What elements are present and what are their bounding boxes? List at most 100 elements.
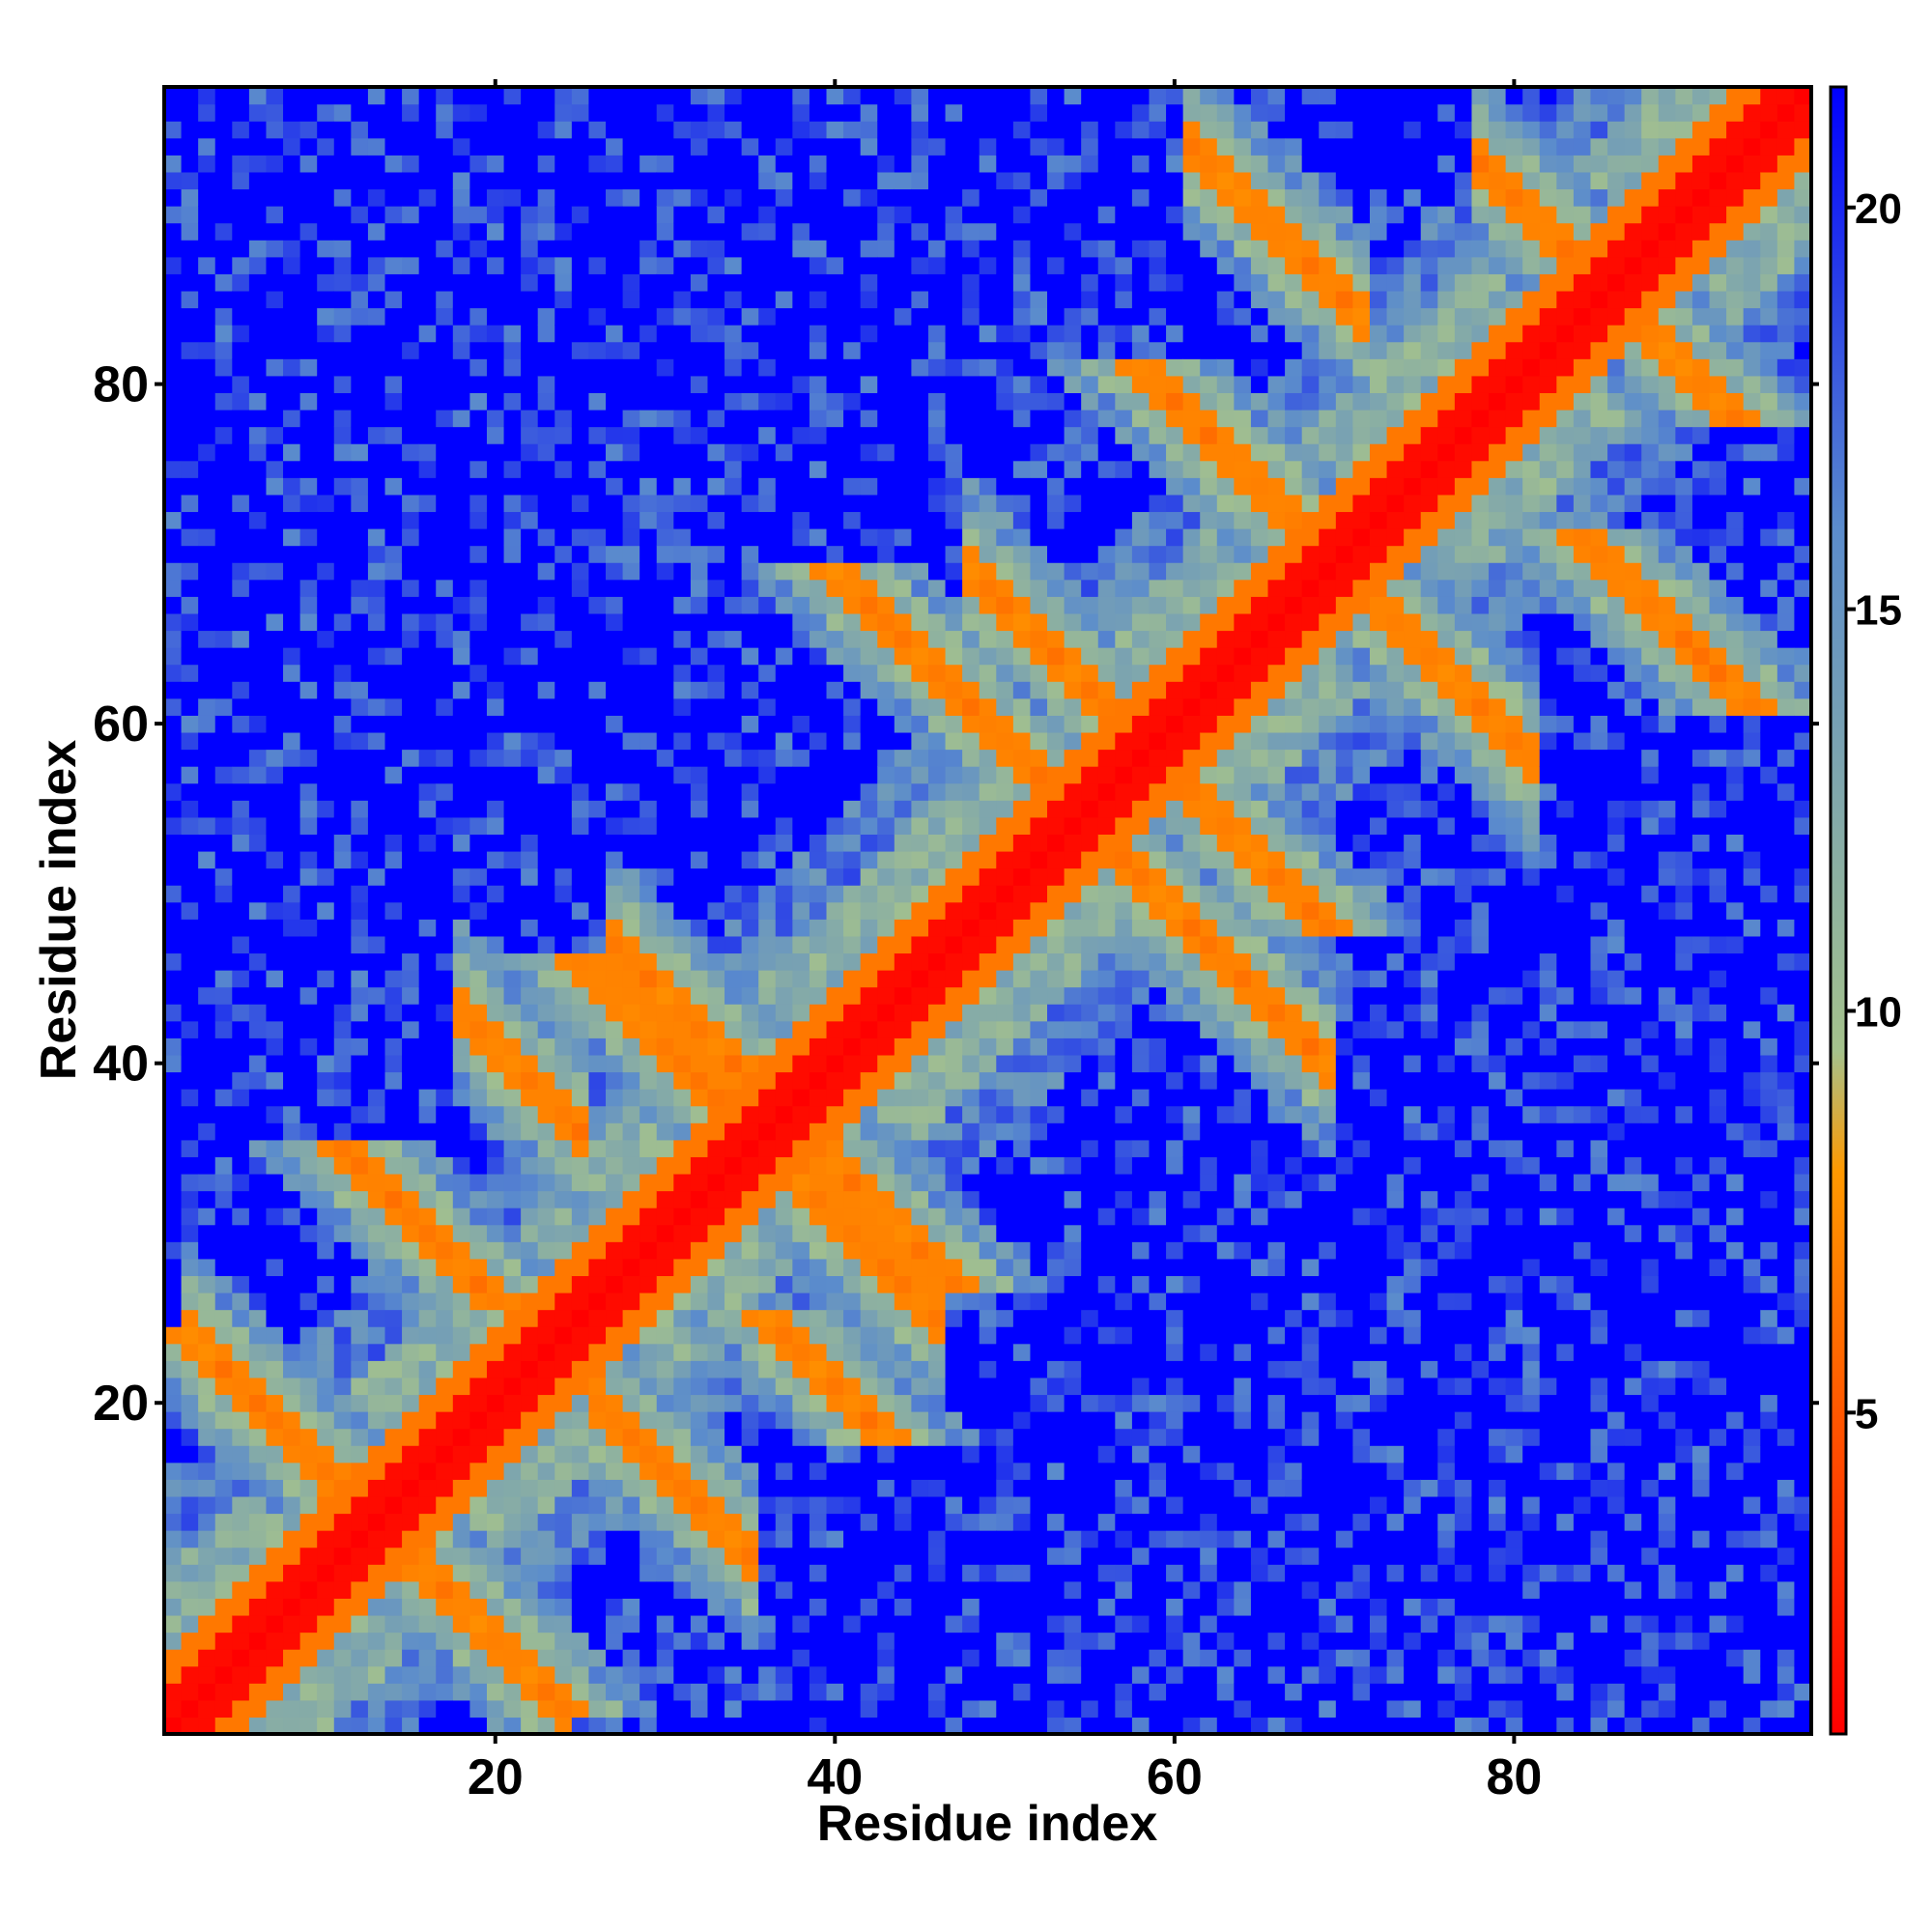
heatmap-cell bbox=[486, 1513, 505, 1531]
heatmap-cell bbox=[317, 850, 335, 869]
heatmap-cell bbox=[232, 1495, 250, 1515]
heatmap-cell bbox=[996, 1208, 1014, 1226]
heatmap-cell bbox=[639, 562, 658, 581]
heatmap-cell bbox=[826, 477, 844, 496]
heatmap-cell bbox=[588, 1479, 607, 1497]
heatmap-cell bbox=[741, 1683, 759, 1701]
heatmap-cell bbox=[214, 1020, 233, 1038]
heatmap-cell bbox=[877, 766, 895, 784]
heatmap-cell bbox=[537, 1699, 555, 1719]
heatmap-cell bbox=[673, 885, 692, 903]
heatmap-cell bbox=[402, 596, 420, 614]
heatmap-cell bbox=[469, 137, 488, 156]
heatmap-cell bbox=[1012, 1360, 1032, 1378]
heatmap-cell bbox=[996, 1632, 1014, 1650]
heatmap-cell bbox=[181, 256, 199, 274]
heatmap-cell bbox=[333, 1275, 352, 1293]
heatmap-cell bbox=[945, 1665, 963, 1684]
heatmap-cell bbox=[299, 443, 318, 462]
heatmap-cell bbox=[860, 103, 878, 122]
heatmap-cell bbox=[198, 1614, 216, 1634]
heatmap-cell bbox=[402, 375, 420, 393]
heatmap-cell bbox=[452, 1122, 470, 1141]
heatmap-cell bbox=[673, 256, 692, 274]
heatmap-cell bbox=[384, 1105, 403, 1123]
heatmap-cell bbox=[333, 647, 352, 666]
heatmap-cell bbox=[826, 1564, 844, 1582]
heatmap-cell bbox=[690, 834, 709, 852]
heatmap-cell bbox=[741, 1513, 759, 1531]
heatmap-cell bbox=[232, 1530, 250, 1548]
heatmap-cell bbox=[283, 341, 301, 359]
heatmap-cell bbox=[198, 511, 216, 529]
heatmap-cell bbox=[452, 307, 470, 326]
heatmap-cell bbox=[758, 850, 777, 869]
heatmap-cell bbox=[351, 1071, 369, 1090]
heatmap-cell bbox=[877, 511, 895, 529]
heatmap-cell bbox=[588, 1004, 607, 1022]
heatmap-cell bbox=[521, 901, 539, 920]
heatmap-cell bbox=[232, 494, 250, 513]
heatmap-cell bbox=[826, 1275, 844, 1293]
heatmap-cell bbox=[656, 782, 674, 801]
heatmap-cell bbox=[1030, 1156, 1048, 1175]
heatmap-cell bbox=[690, 749, 709, 767]
heatmap-cell bbox=[1012, 171, 1032, 190]
heatmap-cell bbox=[333, 137, 352, 156]
heatmap-cell bbox=[384, 494, 403, 513]
heatmap-cell bbox=[962, 256, 980, 274]
heatmap-cell bbox=[384, 919, 403, 937]
heatmap-cell bbox=[436, 171, 454, 190]
heatmap-cell bbox=[979, 766, 997, 784]
heatmap-cell bbox=[877, 1394, 895, 1412]
heatmap-cell bbox=[945, 1139, 963, 1157]
heatmap-cell bbox=[724, 1445, 743, 1463]
heatmap-cell bbox=[367, 1343, 386, 1361]
heatmap-cell bbox=[877, 155, 895, 173]
heatmap-cell bbox=[758, 970, 777, 988]
heatmap-cell bbox=[809, 256, 828, 274]
heatmap-cell bbox=[317, 1224, 335, 1242]
heatmap-cell bbox=[351, 1411, 369, 1430]
heatmap-cell bbox=[317, 121, 335, 139]
heatmap-cell bbox=[537, 1105, 555, 1123]
heatmap-cell bbox=[860, 1258, 878, 1277]
heatmap-cell bbox=[436, 103, 454, 122]
heatmap-cell bbox=[232, 1547, 250, 1565]
heatmap-cell bbox=[860, 986, 878, 1005]
heatmap-cell bbox=[877, 867, 895, 886]
heatmap-cell bbox=[384, 1377, 403, 1396]
heatmap-cell bbox=[606, 307, 624, 326]
heatmap-cell bbox=[436, 630, 454, 648]
heatmap-cell bbox=[248, 443, 268, 462]
heatmap-cell bbox=[317, 782, 335, 801]
heatmap-cell bbox=[741, 443, 759, 462]
heatmap-cell bbox=[894, 1530, 912, 1548]
heatmap-cell bbox=[639, 1326, 658, 1345]
heatmap-cell bbox=[606, 800, 624, 818]
heatmap-cell bbox=[639, 952, 658, 971]
heatmap-cell bbox=[181, 596, 199, 614]
heatmap-cell bbox=[367, 816, 386, 835]
heatmap-cell bbox=[639, 1105, 658, 1123]
heatmap-cell bbox=[639, 341, 658, 359]
heatmap-cell bbox=[979, 1428, 997, 1446]
heatmap-cell bbox=[979, 1683, 997, 1701]
heatmap-cell bbox=[826, 1004, 844, 1022]
heatmap-cell bbox=[1012, 1394, 1032, 1412]
heatmap-cell bbox=[809, 1632, 828, 1650]
heatmap-cell bbox=[554, 1495, 573, 1515]
heatmap-cell bbox=[911, 681, 929, 699]
heatmap-cell bbox=[979, 579, 997, 597]
heatmap-cell bbox=[894, 664, 912, 682]
heatmap-cell bbox=[181, 341, 199, 359]
heatmap-cell bbox=[945, 1360, 963, 1378]
heatmap-cell bbox=[690, 290, 709, 309]
heatmap-cell bbox=[452, 206, 470, 224]
heatmap-cell bbox=[758, 816, 777, 835]
heatmap-cell bbox=[1012, 1411, 1032, 1430]
heatmap-cell bbox=[333, 766, 352, 784]
heatmap-cell bbox=[860, 1649, 878, 1667]
heatmap-cell bbox=[775, 1683, 793, 1701]
heatmap-cell bbox=[588, 1020, 607, 1038]
